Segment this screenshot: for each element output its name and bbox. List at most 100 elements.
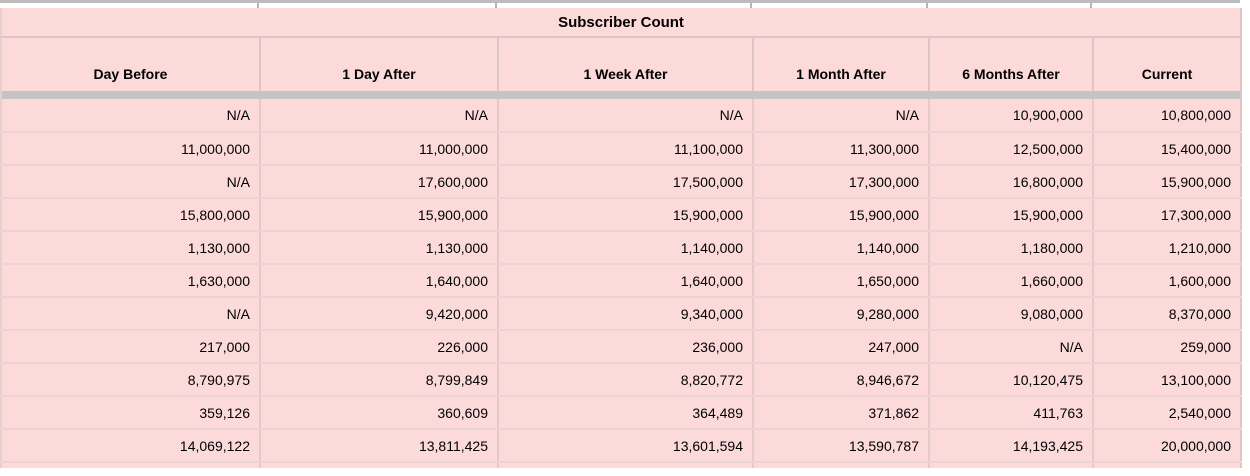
table-row: 1,630,000 1,640,000 1,640,000 1,650,000 … <box>1 264 1242 298</box>
cell[interactable]: N/A <box>1 297 260 331</box>
header-1-week-after[interactable]: 1 Week After <box>497 37 753 91</box>
cell[interactable]: 15,900,000 <box>1091 165 1242 199</box>
header-day-before[interactable]: Day Before <box>1 37 260 91</box>
header-6-months-after[interactable]: 6 Months After <box>928 37 1093 91</box>
table-title-cell[interactable]: Subscriber Count <box>1 8 1242 38</box>
table-row: N/A 9,420,000 9,340,000 9,280,000 9,080,… <box>1 297 1242 331</box>
cell[interactable]: 15,900,000 <box>928 198 1093 232</box>
cell[interactable]: 364,489 <box>497 396 753 430</box>
cell[interactable]: 11,000,000 <box>259 132 498 166</box>
cell[interactable] <box>497 462 753 468</box>
cropped-row-above <box>0 0 1240 8</box>
cell[interactable]: 2,540,000 <box>1091 396 1242 430</box>
cell[interactable]: 12,500,000 <box>928 132 1093 166</box>
cell[interactable]: 14,069,122 <box>1 429 260 463</box>
cell[interactable] <box>1 462 260 468</box>
cell[interactable]: N/A <box>259 99 498 133</box>
cell[interactable]: 17,300,000 <box>1091 198 1242 232</box>
column-divider-tick <box>926 3 928 8</box>
cell[interactable]: 9,280,000 <box>752 297 929 331</box>
cell[interactable]: 226,000 <box>259 330 498 364</box>
cell[interactable]: 1,640,000 <box>259 264 498 298</box>
cell[interactable]: 1,180,000 <box>928 231 1093 265</box>
cell[interactable]: 11,000,000 <box>1 132 260 166</box>
table-header-row: Day Before 1 Day After 1 Week After 1 Mo… <box>1 37 1242 91</box>
cell[interactable]: 15,900,000 <box>497 198 753 232</box>
cell[interactable]: 17,300,000 <box>752 165 929 199</box>
cell[interactable]: 15,400,000 <box>1091 132 1242 166</box>
cell[interactable]: 15,900,000 <box>259 198 498 232</box>
cell[interactable]: 1,650,000 <box>752 264 929 298</box>
cell[interactable]: 8,799,849 <box>259 363 498 397</box>
cell[interactable]: 20,000,000 <box>1091 429 1242 463</box>
table-row: 14,069,122 13,811,425 13,601,594 13,590,… <box>1 429 1242 463</box>
cell[interactable]: 1,210,000 <box>1091 231 1242 265</box>
table-row: 1,130,000 1,130,000 1,140,000 1,140,000 … <box>1 231 1242 265</box>
cell[interactable]: 8,820,772 <box>497 363 753 397</box>
cell[interactable]: 1,130,000 <box>259 231 498 265</box>
header-1-month-after[interactable]: 1 Month After <box>752 37 929 91</box>
cell[interactable]: 371,862 <box>752 396 929 430</box>
table-row: 11,000,000 11,000,000 11,100,000 11,300,… <box>1 132 1242 166</box>
column-divider-tick <box>750 3 752 8</box>
cell[interactable]: 11,300,000 <box>752 132 929 166</box>
cell[interactable]: 236,000 <box>497 330 753 364</box>
cell[interactable]: 8,370,000 <box>1091 297 1242 331</box>
cell[interactable]: 13,601,594 <box>497 429 753 463</box>
table-row: N/A 17,600,000 17,500,000 17,300,000 16,… <box>1 165 1242 199</box>
cell[interactable]: 1,130,000 <box>1 231 260 265</box>
cell[interactable]: 360,609 <box>259 396 498 430</box>
cell[interactable]: 11,100,000 <box>497 132 753 166</box>
cell[interactable]: 16,800,000 <box>928 165 1093 199</box>
cell[interactable]: 10,900,000 <box>928 99 1093 133</box>
frozen-pane-bar <box>1 91 1242 99</box>
subscriber-count-table: Subscriber Count Day Before 1 Day After … <box>0 8 1243 468</box>
cell[interactable]: N/A <box>752 99 929 133</box>
cell[interactable] <box>752 462 929 468</box>
table-title-row: Subscriber Count <box>1 8 1242 38</box>
table-row: 15,800,000 15,900,000 15,900,000 15,900,… <box>1 198 1242 232</box>
cell[interactable]: 8,790,975 <box>1 363 260 397</box>
table-row: N/A N/A N/A N/A 10,900,000 10,800,000 <box>1 99 1242 133</box>
cell[interactable]: N/A <box>1 165 260 199</box>
cell[interactable]: 14,193,425 <box>928 429 1093 463</box>
cell[interactable] <box>1091 462 1242 468</box>
table-row: 359,126 360,609 364,489 371,862 411,763 … <box>1 396 1242 430</box>
cell[interactable]: 1,630,000 <box>1 264 260 298</box>
cell[interactable]: 359,126 <box>1 396 260 430</box>
cell[interactable]: 17,600,000 <box>259 165 498 199</box>
cell[interactable]: 10,800,000 <box>1091 99 1242 133</box>
cell[interactable]: 13,100,000 <box>1091 363 1242 397</box>
column-divider-tick <box>1090 3 1092 8</box>
cell[interactable]: N/A <box>1 99 260 133</box>
cell[interactable] <box>259 462 498 468</box>
cell[interactable]: N/A <box>928 330 1093 364</box>
cell[interactable]: 8,946,672 <box>752 363 929 397</box>
cell[interactable]: 247,000 <box>752 330 929 364</box>
cell[interactable]: 9,080,000 <box>928 297 1093 331</box>
cell[interactable]: 1,660,000 <box>928 264 1093 298</box>
header-1-day-after[interactable]: 1 Day After <box>259 37 498 91</box>
column-divider-tick <box>257 3 259 8</box>
header-current[interactable]: Current <box>1091 37 1242 91</box>
cell[interactable]: 1,640,000 <box>497 264 753 298</box>
cell[interactable] <box>928 462 1093 468</box>
cell[interactable]: 15,800,000 <box>1 198 260 232</box>
cell[interactable]: 9,420,000 <box>259 297 498 331</box>
cell[interactable]: 1,140,000 <box>497 231 753 265</box>
cell[interactable]: 10,120,475 <box>928 363 1093 397</box>
cell[interactable]: 17,500,000 <box>497 165 753 199</box>
cell[interactable]: 1,600,000 <box>1091 264 1242 298</box>
cell[interactable]: 1,140,000 <box>752 231 929 265</box>
cropped-row-below <box>1 462 1242 468</box>
cell[interactable]: N/A <box>497 99 753 133</box>
cell[interactable]: 411,763 <box>928 396 1093 430</box>
cell[interactable]: 13,590,787 <box>752 429 929 463</box>
column-divider-tick <box>495 3 497 8</box>
cell[interactable]: 9,340,000 <box>497 297 753 331</box>
cell[interactable]: 259,000 <box>1091 330 1242 364</box>
cell[interactable]: 13,811,425 <box>259 429 498 463</box>
cell[interactable]: 217,000 <box>1 330 260 364</box>
cell[interactable]: 15,900,000 <box>752 198 929 232</box>
frozen-pane-divider <box>1 91 1242 99</box>
